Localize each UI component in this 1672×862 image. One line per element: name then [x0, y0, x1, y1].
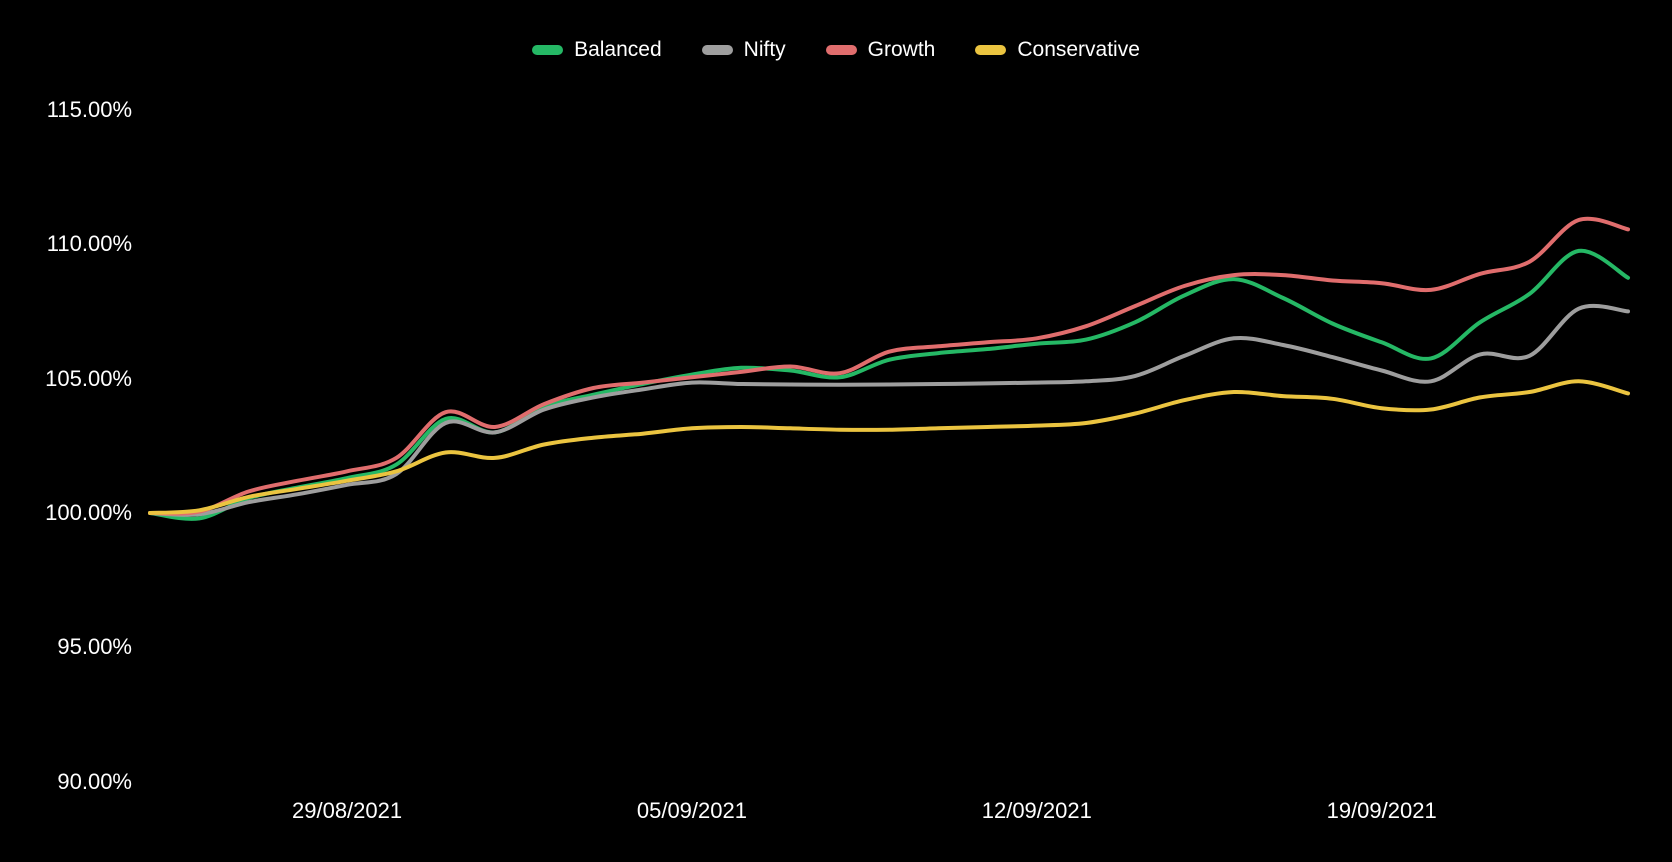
legend-item-growth[interactable]: Growth	[825, 38, 936, 62]
series-line-growth	[148, 216, 1630, 516]
legend-item-balanced[interactable]: Balanced	[532, 38, 662, 62]
legend-item-nifty[interactable]: Nifty	[701, 38, 786, 62]
series-line-conservative	[148, 379, 1630, 515]
chart-legend: Balanced Nifty Growth Conservative	[0, 38, 1672, 62]
y-axis-tick-label: 105.00%	[45, 365, 132, 391]
legend-label: Balanced	[574, 38, 662, 61]
y-axis-tick-label: 100.00%	[45, 500, 132, 525]
legend-label: Nifty	[743, 38, 786, 61]
x-axis-tick-label: 12/09/2021	[981, 798, 1092, 823]
x-axis-tick-label: 05/09/2021	[636, 798, 747, 823]
legend-swatch-icon	[701, 45, 733, 55]
series-line-nifty	[148, 303, 1630, 517]
y-axis-tick-label: 95.00%	[57, 634, 132, 660]
legend-item-conservative[interactable]: Conservative	[975, 38, 1140, 62]
legend-label: Growth	[867, 38, 936, 61]
legend-label: Conservative	[1017, 38, 1140, 61]
x-axis-tick-label: 19/09/2021	[1326, 798, 1437, 823]
x-axis-tick-label: 29/08/2021	[292, 798, 403, 823]
y-axis-tick-label: 110.00%	[46, 231, 132, 257]
y-axis-tick-label: 90.00%	[57, 768, 132, 794]
legend-swatch-icon	[532, 45, 564, 55]
legend-swatch-icon	[825, 45, 857, 55]
legend-swatch-icon	[975, 45, 1007, 55]
series-line-balanced	[148, 248, 1630, 521]
y-axis-tick-label: 115.00%	[46, 96, 132, 122]
